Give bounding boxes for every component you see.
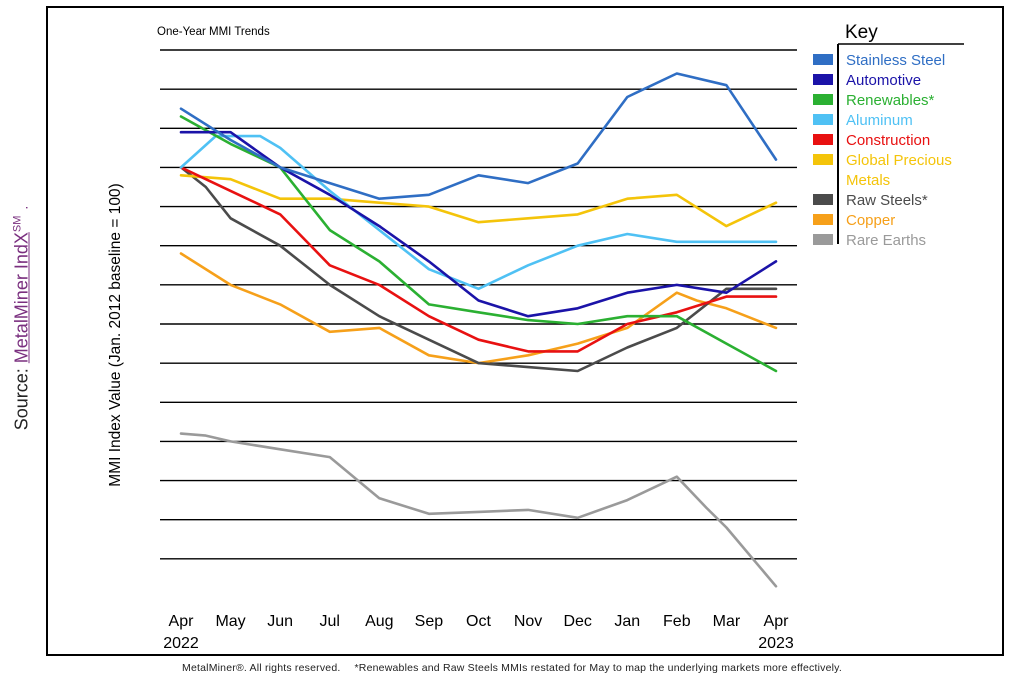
x-tick-label: Jul <box>320 613 340 630</box>
footer-copyright: MetalMiner®. All rights reserved. <box>182 662 341 674</box>
chart-title: One-Year MMI Trends <box>157 26 270 38</box>
legend-label-automotive: Automotive <box>846 72 921 89</box>
legend-swatch-renewables <box>813 94 833 105</box>
x-tick-label: Nov <box>514 613 542 630</box>
axes: One-Year MMI Trends MMI Index Value (Jan… <box>107 26 794 652</box>
x-tick-label: May <box>215 613 245 630</box>
footer: MetalMiner®. All rights reserved. *Renewa… <box>0 662 1024 674</box>
legend-swatch-copper <box>813 214 833 225</box>
legend-swatch-raw-steels <box>813 194 833 205</box>
x-tick-label: Sep <box>415 613 444 630</box>
footer-note: *Renewables and Raw Steels MMIs restated… <box>354 662 842 674</box>
x-year-label: 2022 <box>163 635 199 652</box>
chart-frame <box>46 6 1004 656</box>
legend-swatch-construction <box>813 134 833 145</box>
legend-swatch-aluminum <box>813 114 833 125</box>
legend-label-raw-steels: Raw Steels* <box>846 192 928 209</box>
x-tick-label: Jan <box>614 613 640 630</box>
legend-label-stainless-steel: Stainless Steel <box>846 52 945 69</box>
x-tick-label: Mar <box>713 613 741 630</box>
x-tick-label: Oct <box>466 613 491 630</box>
y-axis-label: MMI Index Value (Jan. 2012 baseline = 10… <box>107 183 124 486</box>
x-tick-label: Dec <box>563 613 591 630</box>
series-line-construction <box>179 166 778 353</box>
series-lines <box>179 72 778 588</box>
legend-swatch-rare-earths <box>813 234 833 245</box>
legend-label-rare-earths: Rare Earths <box>846 232 926 249</box>
legend: Key Stainless Steel Automotive Renewables*… <box>813 22 964 249</box>
series-line-global-precious-metals <box>179 174 778 228</box>
x-tick-label: Aug <box>365 613 393 630</box>
x-tick-label: Apr <box>764 613 790 630</box>
legend-title: Key <box>845 22 878 43</box>
legend-label-renewables: Renewables* <box>846 92 935 109</box>
legend-label-copper: Copper <box>846 212 895 229</box>
legend-label-global-precious-metals: Global Precious <box>846 152 952 169</box>
legend-label-aluminum: Aluminum <box>846 112 913 129</box>
series-line-copper <box>179 252 778 365</box>
series-line-raw-steels <box>179 166 778 373</box>
series-line-aluminum <box>179 134 778 291</box>
x-tick-label: Jun <box>267 613 293 630</box>
series-line-renewables <box>179 115 778 373</box>
legend-label-global-precious-metals: Metals <box>846 172 890 189</box>
series-line-rare-earths <box>179 432 778 588</box>
legend-swatch-stainless-steel <box>813 54 833 65</box>
x-tick-label: Feb <box>663 613 691 630</box>
legend-swatch-global-precious-metals <box>813 154 833 165</box>
x-tick-label: Apr <box>169 613 195 630</box>
legend-swatch-automotive <box>813 74 833 85</box>
series-line-stainless-steel <box>179 72 778 200</box>
x-year-label: 2023 <box>758 635 794 652</box>
legend-label-construction: Construction <box>846 132 930 149</box>
